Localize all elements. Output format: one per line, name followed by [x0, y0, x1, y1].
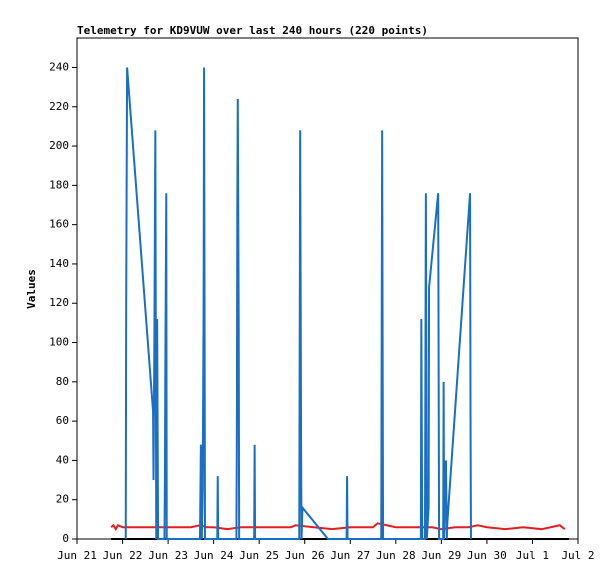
- y-tick-label: 200: [49, 139, 69, 152]
- y-tick-label: 220: [49, 100, 69, 113]
- y-tick-label: 40: [56, 453, 69, 466]
- plot-frame: [76, 37, 579, 540]
- x-tick-label: Jun 24: [194, 549, 234, 562]
- y-tick-label: 160: [49, 218, 69, 231]
- x-tick-label: Jun 27: [330, 549, 370, 562]
- y-axis-label: Values: [25, 269, 38, 309]
- y-tick-label: 0: [62, 532, 69, 545]
- x-tick-label: Jun 21: [57, 549, 97, 562]
- x-tick-label: Jun 23: [148, 549, 188, 562]
- y-tick-label: 60: [56, 414, 69, 427]
- y-tick-label: 240: [49, 60, 69, 73]
- y-tick-label: 120: [49, 296, 69, 309]
- x-tick-label: Jun 30: [467, 549, 507, 562]
- y-tick-label: 80: [56, 375, 69, 388]
- x-tick-label: Jun 26: [285, 549, 325, 562]
- data-line: [124, 67, 472, 540]
- x-tick-label: Jun 28: [376, 549, 416, 562]
- x-tick-label: Jul 1: [516, 549, 549, 562]
- y-tick-label: 140: [49, 257, 69, 270]
- x-tick-label: Jun 29: [421, 549, 461, 562]
- data-line: [110, 522, 566, 532]
- y-tick-label: 180: [49, 178, 69, 191]
- chart-title: Telemetry for KD9VUW over last 240 hours…: [77, 24, 428, 37]
- x-tick-label: Jul 2: [561, 549, 594, 562]
- y-tick-label: 20: [56, 493, 69, 506]
- x-tick-label: Jun 22: [103, 549, 143, 562]
- x-tick-label: Jun 25: [239, 549, 279, 562]
- y-tick-label: 100: [49, 336, 69, 349]
